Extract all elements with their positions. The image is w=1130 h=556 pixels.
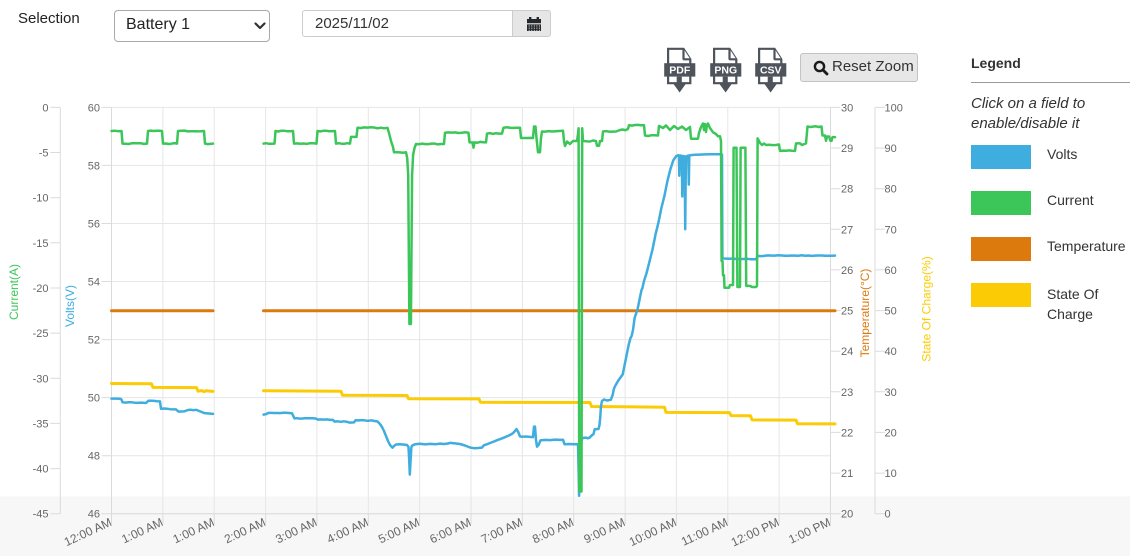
svg-text:26: 26: [841, 265, 853, 277]
svg-text:50: 50: [88, 393, 100, 405]
svg-text:20: 20: [885, 427, 897, 439]
svg-text:-10: -10: [33, 193, 49, 205]
svg-text:Current(A): Current(A): [7, 264, 21, 320]
svg-text:-45: -45: [33, 509, 49, 521]
svg-text:-35: -35: [33, 418, 49, 430]
svg-text:50: 50: [885, 306, 897, 318]
svg-text:22: 22: [841, 427, 853, 439]
svg-text:52: 52: [88, 335, 100, 347]
svg-text:State Of Charge(%): State Of Charge(%): [920, 256, 934, 361]
svg-text:21: 21: [841, 468, 853, 480]
svg-text:60: 60: [88, 102, 100, 114]
svg-text:80: 80: [885, 184, 897, 196]
svg-text:CSV: CSV: [760, 65, 782, 77]
svg-text:-25: -25: [33, 328, 49, 340]
svg-text:23: 23: [841, 387, 853, 399]
svg-text:70: 70: [885, 224, 897, 236]
svg-text:40: 40: [885, 346, 897, 358]
svg-text:-30: -30: [33, 373, 49, 385]
svg-text:-40: -40: [33, 464, 49, 476]
svg-text:30: 30: [885, 387, 897, 399]
svg-text:29: 29: [841, 143, 853, 155]
svg-text:54: 54: [88, 277, 100, 289]
svg-text:Volts(V): Volts(V): [63, 285, 77, 327]
svg-text:Temperature(°C): Temperature(°C): [858, 269, 872, 358]
svg-text:28: 28: [841, 184, 853, 196]
svg-text:20: 20: [841, 509, 853, 521]
svg-text:10: 10: [885, 468, 897, 480]
svg-text:-5: -5: [39, 148, 49, 160]
svg-text:PDF: PDF: [669, 65, 691, 77]
svg-text:48: 48: [88, 451, 100, 463]
svg-text:0: 0: [42, 102, 48, 114]
svg-text:90: 90: [885, 143, 897, 155]
svg-text:46: 46: [88, 509, 100, 521]
svg-text:56: 56: [88, 219, 100, 231]
svg-text:27: 27: [841, 224, 853, 236]
svg-text:-15: -15: [33, 238, 49, 250]
svg-text:25: 25: [841, 306, 853, 318]
svg-text:30: 30: [841, 102, 853, 114]
svg-text:100: 100: [885, 102, 903, 114]
svg-text:PNG: PNG: [714, 65, 737, 77]
svg-text:58: 58: [88, 160, 100, 172]
svg-text:60: 60: [885, 265, 897, 277]
svg-text:-20: -20: [33, 283, 49, 295]
svg-text:0: 0: [885, 509, 891, 521]
svg-text:24: 24: [841, 346, 853, 358]
